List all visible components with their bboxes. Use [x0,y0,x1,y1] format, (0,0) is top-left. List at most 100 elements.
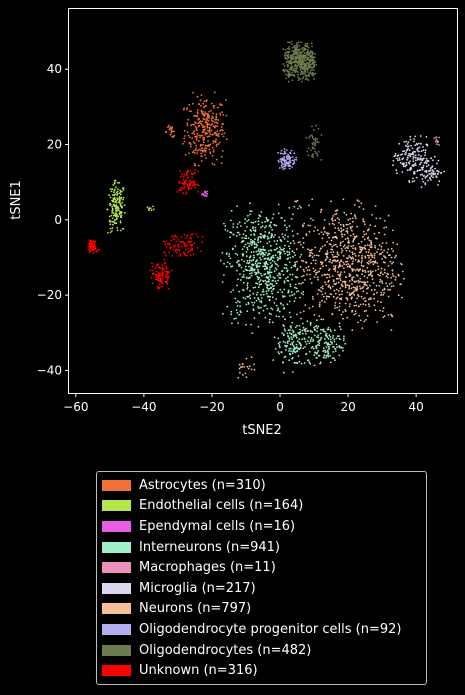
data-point [245,269,248,272]
series-astrocytes [164,91,228,167]
data-point [380,294,383,296]
data-point [383,226,385,229]
data-point [367,262,370,265]
data-point [246,246,249,249]
data-point [272,276,275,279]
data-point [294,261,296,264]
data-point [117,201,120,204]
data-point [290,327,292,329]
data-point [311,296,314,298]
data-point [317,254,320,257]
data-point [305,343,308,345]
data-point [352,276,355,279]
data-point [283,65,286,67]
data-point [324,338,326,340]
data-point [274,348,277,350]
data-point [342,311,344,313]
data-point [237,376,240,379]
data-point [340,247,343,250]
data-point [268,321,271,324]
series-macrophages [433,136,440,146]
data-point [367,237,369,240]
data-point [419,158,421,161]
data-point [326,276,328,279]
data-point [253,240,256,243]
data-point [214,125,217,128]
data-point [299,48,301,51]
data-point [361,269,364,271]
data-point [351,279,354,281]
data-point [360,261,363,264]
data-point [168,128,171,131]
data-point [88,245,91,248]
data-point [320,290,323,293]
data-point [406,169,409,172]
data-point [189,254,192,256]
data-point [394,256,396,259]
legend-label: Neurons (n=797) [139,601,252,617]
data-point [188,240,191,243]
data-point [318,344,320,347]
data-point [296,46,298,48]
data-point [405,151,407,154]
data-point [421,178,424,180]
data-point [338,346,341,348]
data-point [258,307,260,309]
data-point [261,221,264,224]
data-point [293,361,296,364]
data-point [436,169,438,172]
data-point [299,73,302,76]
data-point [298,61,300,63]
data-point [394,153,397,155]
data-point [294,286,296,289]
data-point [273,240,276,243]
data-point [112,197,115,200]
data-point [224,228,227,231]
data-point [287,80,290,83]
data-point [324,259,327,262]
data-point [192,131,195,134]
data-point [168,271,171,274]
data-point [368,256,370,259]
data-point [266,286,268,289]
data-point [270,257,273,260]
data-point [403,162,405,165]
legend-swatch [102,665,131,677]
data-point [265,251,267,254]
data-point [383,255,385,257]
data-point [373,232,376,235]
data-point [349,294,352,297]
data-point [256,291,259,294]
data-point [284,355,287,358]
data-point [292,55,294,58]
data-point [305,352,308,355]
legend-item: Macrophages (n=11) [102,557,422,578]
data-point [409,155,412,158]
data-point [360,287,362,290]
data-point [236,284,239,287]
data-point [168,251,171,254]
data-point [374,246,377,249]
data-point [310,249,312,252]
data-point [262,248,265,251]
data-point [223,262,225,265]
data-point [309,55,311,58]
data-point [305,267,308,269]
data-point [155,265,158,268]
data-point [401,163,404,166]
series-oligodendrocyte-progenitor-cells [277,148,298,171]
data-point [250,251,253,254]
data-point [401,171,404,173]
data-point [213,106,215,109]
data-point [342,225,345,228]
data-point [379,278,382,281]
data-point [350,287,353,290]
data-point [271,283,273,286]
data-point [313,354,315,356]
data-point [318,250,321,253]
data-point [294,63,297,66]
data-point [419,169,421,171]
data-point [381,258,383,260]
data-point [191,243,194,246]
data-point [118,209,120,212]
